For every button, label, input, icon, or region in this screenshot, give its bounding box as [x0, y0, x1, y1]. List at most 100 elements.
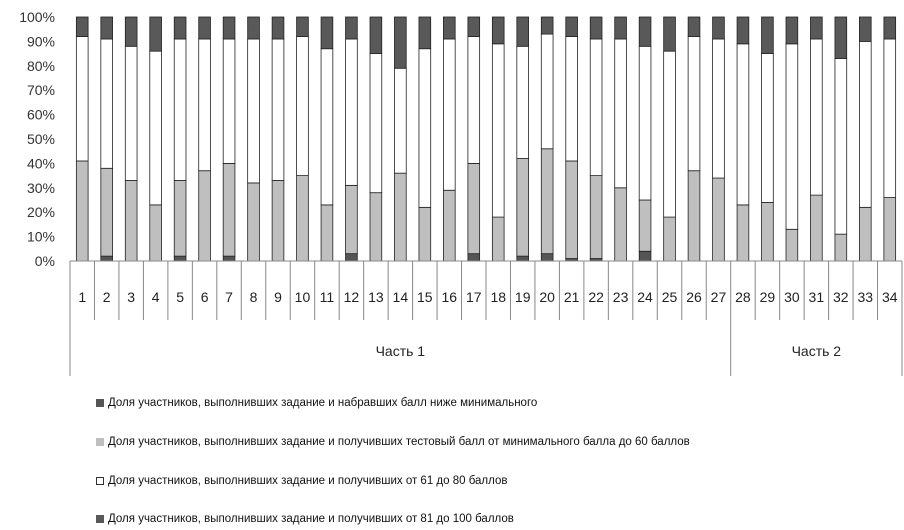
bar-segment: [222, 16, 236, 40]
bar-segment: [345, 253, 358, 262]
bar-segment: [418, 206, 432, 262]
bar-segment: [834, 16, 848, 59]
bar-segment: [589, 38, 603, 176]
bar-segment: [173, 255, 187, 262]
bar-segment: [369, 16, 383, 54]
bar-segment: [516, 255, 529, 262]
bar-segment: [540, 253, 554, 262]
bar-segment: [761, 16, 774, 54]
bar-segment: [320, 48, 334, 206]
bar-segment: [369, 53, 383, 194]
x-tick-label: 9: [274, 289, 282, 305]
bar-segment: [540, 33, 554, 150]
legend-swatch-min-to-60: [96, 438, 104, 446]
legend-label-61-to-80: Доля участников, выполнивших задание и п…: [108, 475, 508, 487]
x-tick-label: 31: [809, 289, 825, 305]
bar-segment: [785, 43, 799, 230]
bar-segment: [124, 45, 138, 181]
x-tick-label: 15: [417, 289, 433, 305]
bar-segment: [565, 16, 578, 37]
bar-segment: [810, 194, 823, 262]
y-tick-label: 30%: [27, 180, 55, 196]
x-tick-label: 26: [686, 289, 702, 305]
bar-segment: [712, 38, 725, 179]
legend-swatch-81-to-100: [96, 515, 104, 523]
bar-segment: [149, 204, 162, 262]
legend-swatch-below-min: [96, 399, 104, 407]
x-tick-label: 2: [103, 289, 111, 305]
bar-segment: [394, 67, 407, 174]
bar-segment: [687, 36, 701, 172]
bar-segment: [198, 16, 211, 40]
bar-segment: [565, 160, 578, 259]
y-tick-label: 80%: [27, 58, 55, 74]
bar-segment: [271, 180, 285, 262]
y-tick-label: 20%: [27, 204, 55, 220]
legend-item-min-to-60: Доля участников, выполнивших задание и п…: [96, 436, 690, 448]
bar-segment: [614, 187, 627, 262]
bar-segment: [467, 253, 481, 262]
bar-segment: [173, 180, 187, 257]
bar-segment: [100, 16, 113, 40]
y-tick-label: 50%: [27, 131, 55, 147]
bar-segment: [687, 170, 701, 262]
legend-label-81-to-100: Доля участников, выполнивших задание и п…: [108, 513, 514, 525]
bar-segment: [173, 16, 187, 40]
y-tick-label: 90%: [27, 33, 55, 49]
bar-segment: [198, 38, 211, 172]
bar-segment: [540, 16, 554, 35]
x-tick-label: 10: [295, 289, 311, 305]
bar-segment: [222, 255, 236, 262]
bar-segment: [394, 172, 407, 262]
x-tick-label: 27: [711, 289, 727, 305]
bar-segment: [883, 197, 897, 262]
bar-segment: [124, 180, 138, 262]
x-tick-label: 24: [637, 289, 653, 305]
bar-segment: [100, 38, 113, 169]
bar-segment: [491, 16, 505, 45]
bar-segment: [75, 160, 89, 262]
bar-segment: [296, 16, 309, 37]
bar-segment: [859, 206, 872, 262]
bar-segment: [491, 216, 505, 262]
bar-segment: [418, 16, 432, 50]
bar-segment: [834, 233, 848, 262]
bar-segment: [296, 175, 309, 262]
x-tick-label: 7: [225, 289, 233, 305]
bar-segment: [785, 228, 799, 262]
bar-segment: [638, 45, 652, 201]
bar-segment: [247, 16, 260, 40]
bar-segment: [369, 192, 383, 262]
bar-segment: [638, 199, 652, 252]
bar-segment: [222, 162, 236, 257]
x-tick-label: 20: [539, 289, 555, 305]
group-label: Часть 1: [376, 343, 426, 359]
bar-segment: [418, 48, 432, 208]
x-tick-label: 33: [858, 289, 874, 305]
bar-segment: [663, 16, 676, 52]
bar-segment: [100, 167, 113, 257]
bar-segment: [736, 16, 750, 45]
bar-segment: [589, 16, 603, 40]
bar-segment: [540, 148, 554, 255]
bar-segment: [565, 36, 578, 162]
x-tick-label: 22: [588, 289, 604, 305]
y-tick-label: 60%: [27, 107, 55, 123]
bar-segment: [345, 16, 358, 40]
x-tick-label: 1: [78, 289, 86, 305]
bar-segment: [638, 16, 652, 47]
legend-swatch-61-to-80: [96, 477, 104, 485]
x-tick-label: 12: [344, 289, 360, 305]
x-tick-label: 6: [201, 289, 209, 305]
bar-segment: [516, 45, 529, 159]
y-tick-label: 0%: [35, 253, 55, 269]
bar-segment: [394, 16, 407, 69]
legend-item-61-to-80: Доля участников, выполнивших задание и п…: [96, 475, 507, 487]
bar-segment: [516, 158, 529, 257]
bar-segment: [712, 16, 725, 40]
bar-segment: [810, 38, 823, 196]
y-tick-label: 70%: [27, 82, 55, 98]
legend-item-below-min: Доля участников, выполнивших задание и н…: [96, 397, 537, 409]
y-tick-label: 100%: [19, 9, 55, 25]
bar-segment: [247, 38, 260, 184]
